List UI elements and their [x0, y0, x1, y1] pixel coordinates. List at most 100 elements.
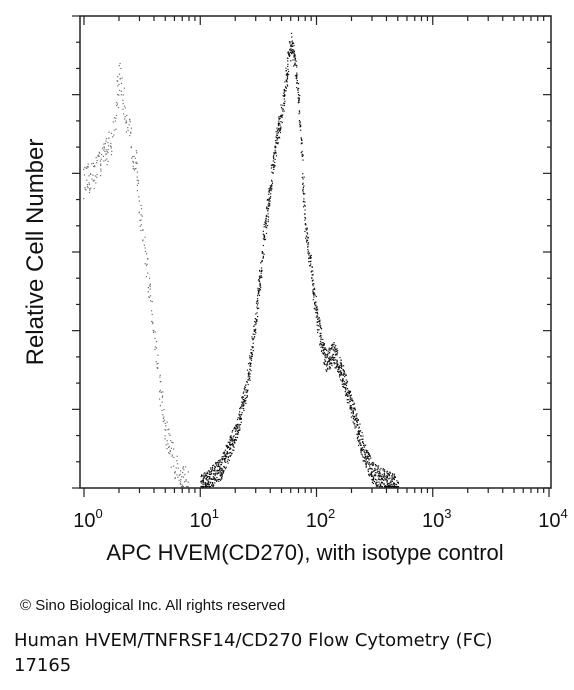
histogram-point: [323, 362, 325, 364]
histogram-point: [162, 391, 164, 393]
histogram-point: [204, 475, 206, 477]
histogram-point: [94, 165, 96, 167]
histogram-point: [252, 342, 254, 344]
histogram-point: [380, 479, 382, 481]
histogram-point: [225, 444, 227, 447]
histogram-point: [229, 444, 232, 446]
histogram-point: [270, 190, 272, 192]
histogram-point: [336, 363, 338, 365]
histogram-point: [206, 471, 208, 473]
histogram-point: [226, 453, 228, 455]
histogram-point: [266, 227, 268, 229]
histogram-point: [288, 70, 290, 73]
histogram-point: [288, 74, 290, 76]
histogram-point: [379, 486, 381, 488]
histogram-point: [367, 452, 369, 454]
histogram-point: [216, 465, 218, 467]
histogram-point: [389, 477, 391, 479]
histogram-point: [110, 147, 112, 149]
histogram-point: [275, 152, 277, 154]
histogram-point: [269, 189, 271, 191]
histogram-point: [373, 462, 375, 464]
histogram-point: [214, 469, 216, 471]
histogram-point: [242, 396, 245, 398]
histogram-point: [100, 158, 102, 160]
histogram-point: [257, 316, 259, 318]
histogram-point: [155, 361, 157, 363]
histogram-point: [122, 99, 124, 101]
histogram-point: [165, 444, 167, 446]
histogram-point: [183, 476, 185, 478]
histogram-point: [213, 473, 215, 475]
histogram-point: [349, 395, 352, 397]
histogram-point: [345, 392, 347, 394]
histogram-point: [383, 482, 385, 484]
histogram-point: [314, 302, 316, 304]
histogram-point: [364, 457, 366, 459]
histogram-point: [370, 463, 372, 465]
histogram-point: [260, 262, 262, 264]
histogram-point: [379, 475, 381, 478]
histogram-point: [385, 476, 388, 478]
plot-frame: [79, 15, 552, 489]
histogram-point: [307, 237, 310, 239]
histogram-point: [296, 82, 298, 84]
histogram-point: [265, 218, 267, 220]
histogram-point: [329, 359, 331, 361]
histogram-point: [271, 182, 274, 184]
histogram-point: [245, 389, 247, 391]
histogram-point: [378, 472, 380, 475]
histogram-point: [275, 155, 278, 157]
histogram-point: [247, 376, 249, 378]
histogram-point: [391, 480, 394, 482]
histogram-point: [266, 207, 268, 209]
histogram-point: [112, 121, 114, 123]
histogram-point: [275, 136, 278, 138]
histogram-point: [291, 45, 294, 47]
histogram-point: [234, 441, 236, 444]
histogram-point: [368, 474, 370, 476]
histogram-point: [365, 465, 367, 467]
histogram-point: [267, 213, 269, 215]
histogram-point: [293, 56, 295, 58]
histogram-point: [372, 464, 374, 466]
histogram-point: [235, 433, 237, 435]
histogram-point: [349, 408, 351, 410]
histogram-point: [300, 124, 302, 126]
histogram-point: [344, 372, 346, 374]
histogram-point: [170, 440, 172, 442]
histogram-point: [359, 430, 361, 432]
histogram-point: [113, 134, 115, 136]
histogram-point: [205, 486, 207, 488]
histogram-point: [258, 307, 260, 309]
histogram-point: [140, 214, 142, 216]
histogram-point: [319, 322, 321, 324]
histogram-point: [139, 225, 141, 227]
histogram-point: [341, 380, 344, 382]
histogram-point: [349, 397, 351, 399]
histogram-point: [96, 162, 98, 164]
histogram-point: [341, 367, 343, 369]
histogram-point: [379, 479, 381, 481]
histogram-point: [149, 277, 151, 279]
histogram-point: [251, 338, 253, 340]
histogram-point: [103, 160, 105, 162]
histogram-point: [292, 52, 294, 54]
histogram-point: [259, 289, 262, 291]
histogram-point: [287, 74, 289, 76]
histogram-point: [285, 79, 288, 81]
histogram-point: [216, 476, 218, 479]
histogram-point: [341, 374, 343, 376]
histogram-point: [334, 348, 337, 350]
histogram-point: [89, 188, 91, 190]
histogram-point: [174, 477, 176, 479]
histogram-point: [362, 438, 364, 440]
histogram-point: [278, 127, 280, 130]
histogram-point: [362, 447, 364, 449]
histogram-point: [331, 346, 333, 349]
histogram-point: [130, 147, 132, 149]
histogram-point: [288, 55, 291, 57]
histogram-point: [261, 251, 263, 253]
histogram-point: [99, 152, 101, 154]
histogram-point: [166, 421, 168, 423]
